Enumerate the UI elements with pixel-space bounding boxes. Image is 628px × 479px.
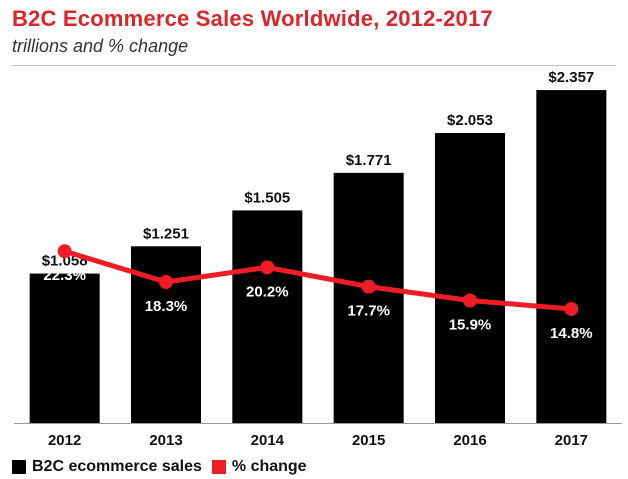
bar-value-label-2016: $2.053 bbox=[447, 112, 493, 129]
legend-item-change: % change bbox=[211, 458, 307, 476]
change-label-2017: 14.8% bbox=[550, 325, 593, 342]
bar-2016 bbox=[435, 133, 505, 424]
bar-value-label-2014: $1.505 bbox=[244, 189, 290, 206]
legend-swatch-change bbox=[211, 460, 226, 474]
change-label-2013: 18.3% bbox=[145, 298, 188, 315]
x-tick-label-2012: 2012 bbox=[48, 432, 81, 449]
bar-2015 bbox=[333, 172, 404, 423]
legend: B2C ecommerce sales % change bbox=[12, 458, 307, 476]
x-tick-label-2016: 2016 bbox=[453, 432, 486, 449]
change-point-2013 bbox=[159, 275, 173, 290]
change-label-2015: 17.7% bbox=[347, 303, 390, 320]
bar-value-label-2013: $1.251 bbox=[143, 225, 189, 242]
change-label-2012: 22.3% bbox=[43, 267, 86, 284]
change-line bbox=[62, 248, 574, 312]
x-tick-label-2015: 2015 bbox=[352, 432, 385, 449]
change-point-2017 bbox=[564, 301, 579, 316]
change-label-2016: 15.9% bbox=[449, 316, 492, 333]
change-point-2016 bbox=[463, 293, 477, 308]
x-tick-label-2014: 2014 bbox=[251, 432, 285, 449]
legend-swatch-sales bbox=[12, 460, 26, 474]
legend-item-sales: B2C ecommerce sales bbox=[12, 458, 202, 476]
bar-value-label-2017: $2.357 bbox=[548, 69, 594, 86]
bar-2012 bbox=[29, 273, 100, 423]
bar-value-label-2015: $1.771 bbox=[346, 152, 392, 169]
bar-2017 bbox=[536, 90, 607, 423]
chart-title: B2C Ecommerce Sales Worldwide, 2012-2017 bbox=[12, 6, 493, 31]
change-point-2014 bbox=[260, 260, 275, 275]
chart-subtitle: trillions and % change bbox=[12, 36, 189, 56]
legend-label-change: % change bbox=[231, 458, 307, 475]
legend-label-sales: B2C ecommerce sales bbox=[32, 458, 202, 475]
x-tick-label-2017: 2017 bbox=[555, 432, 588, 449]
x-tick-label-2013: 2013 bbox=[149, 432, 182, 449]
change-point-2015 bbox=[361, 279, 376, 294]
change-label-2014: 20.2% bbox=[246, 283, 289, 300]
bar-2014 bbox=[232, 210, 303, 423]
title-divider bbox=[12, 65, 616, 66]
change-point-2012 bbox=[57, 244, 72, 259]
